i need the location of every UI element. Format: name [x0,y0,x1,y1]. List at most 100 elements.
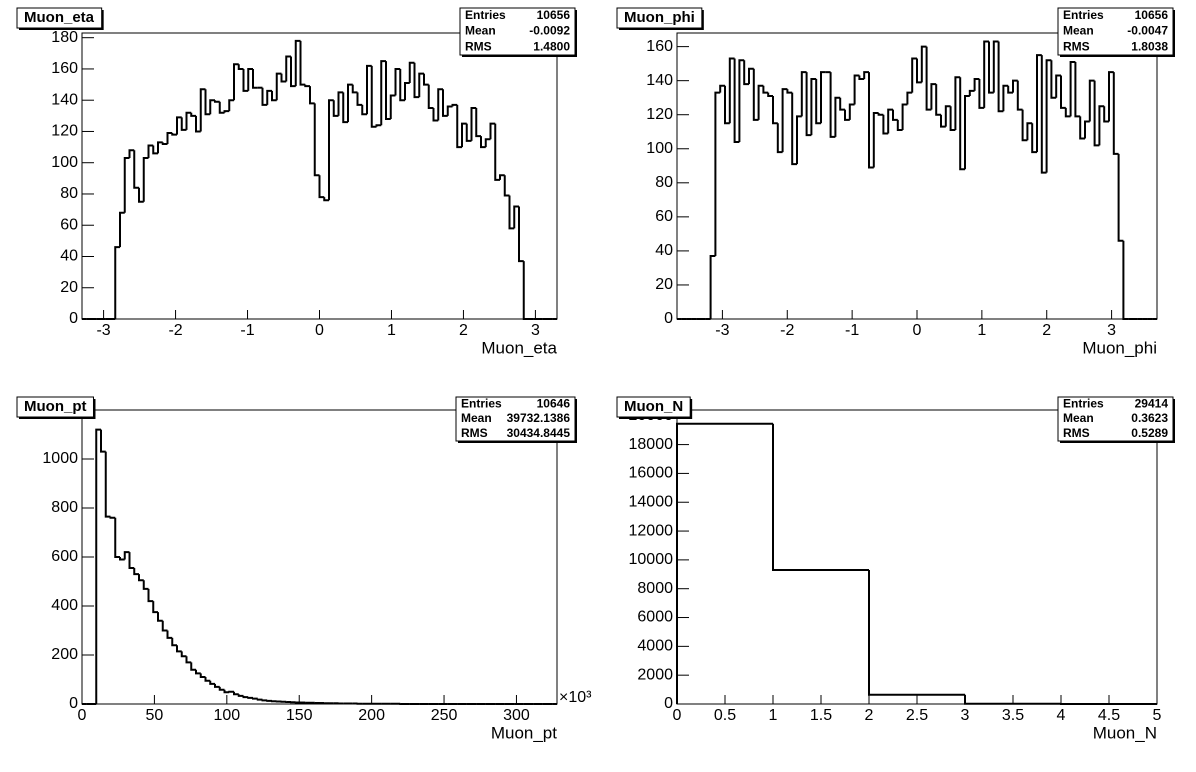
histogram-bin [935,84,941,116]
histogram-bin [104,451,111,518]
histogram-bin [983,40,989,108]
histogram-bin [461,122,467,148]
stats-box [459,7,576,56]
histogram-bin [361,104,367,116]
histogram-bin [328,99,334,201]
histogram-bin [1050,60,1057,99]
title-box [616,396,691,418]
x-tick-label: 50 [146,707,164,724]
stats-value: 29414 [1135,397,1169,411]
histogram-bin [829,72,836,138]
histogram-bin [973,77,980,91]
histogram-bin [714,91,721,257]
histogram-bin [171,637,177,647]
stats-value: 30434.8445 [507,426,571,440]
stats-label: Entries [1063,8,1104,22]
histogram-bin [161,620,168,632]
histogram-bin [844,109,850,121]
histogram-bin [676,422,773,704]
histogram-bin [901,103,908,131]
histogram-bin [432,108,439,122]
histogram-bin [1012,79,1018,93]
y-tick-label: 20 [60,279,78,296]
histogram-bin [1079,116,1085,140]
histogram-bin [171,133,177,136]
histogram-bin [503,175,510,197]
x-tick-label: -2 [168,322,182,339]
histogram-bin [892,109,898,121]
histogram-bin [233,691,239,696]
y-tick-label: 1000 [42,450,78,467]
y-tick-label: 100 [51,154,78,171]
histogram-bin [147,588,154,603]
stats-box [1057,396,1174,442]
histogram-bin [944,105,951,127]
histogram-bin [261,699,268,702]
histogram-bin [142,580,149,590]
histogram-bin [1064,107,1071,118]
histogram-bin [437,88,443,121]
y-tick-label: 60 [60,216,78,233]
histogram-bin [237,64,244,70]
y-tick-label: 40 [655,242,673,259]
histogram-bin [1026,122,1033,141]
histogram-bin [256,698,263,701]
title-box [616,7,703,29]
stats-value: 0.5289 [1131,426,1168,440]
histogram-bin [152,145,158,155]
histogram-bin [752,68,759,121]
histogram-bin [209,680,215,685]
histogram-bin [427,84,434,110]
histogram-bin [1088,79,1095,122]
histogram-bin [185,656,192,664]
stats-value: 1.8038 [1131,39,1168,53]
histogram-bin [266,89,272,105]
histogram-bin [285,55,291,82]
histogram-bin [218,101,225,114]
histogram-bin [252,697,258,700]
histogram-bin [214,683,220,688]
x-tick-label: 250 [431,707,458,724]
x-tick-label: -2 [780,322,794,339]
stats-label: RMS [1063,39,1090,53]
stats-value: -0.0092 [529,24,570,38]
histogram-bin [413,62,420,99]
histogram-bin [1103,106,1109,123]
histogram-bin [1021,109,1028,142]
histogram-bin [853,74,860,105]
x-tick-label: 2 [1042,322,1051,339]
y-tick-label: 12000 [629,522,674,539]
stats-box [455,396,576,442]
histogram-bin [138,574,144,582]
histogram-bin [940,114,946,128]
histogram-bin [195,669,201,675]
histogram-bin [882,114,889,135]
histogram-bin [997,41,1004,113]
x-tick-label: -1 [845,322,859,339]
x-tick-label: 3 [1107,322,1116,339]
histogram-bin [475,108,481,138]
histogram-bin [385,61,391,120]
x-tick-label: 3.5 [1002,707,1024,724]
x-tick-label: 100 [213,707,240,724]
histogram-bin [1117,153,1124,242]
histogram-bin [772,423,869,571]
histogram-bin [304,84,310,88]
histogram-bin [166,630,173,639]
y-tick-label: 14000 [629,493,674,510]
y-tick-label: 80 [60,185,78,202]
x-tick-label: 4.5 [1098,707,1120,724]
stats-label: RMS [465,39,492,53]
histogram-bin [147,144,154,159]
histogram-bin [1074,61,1081,118]
histogram-bin [489,122,496,140]
y-tick-label: 0 [664,695,673,712]
histogram-bin [399,68,405,102]
stats-value: 0.3623 [1131,411,1168,425]
histogram-bin [1002,84,1009,112]
histogram-bin [877,113,884,116]
stats-box [1057,7,1174,56]
y-tick-label: 0 [664,310,673,327]
histogram-bin [351,84,358,94]
y-tick-label: 400 [51,597,78,614]
